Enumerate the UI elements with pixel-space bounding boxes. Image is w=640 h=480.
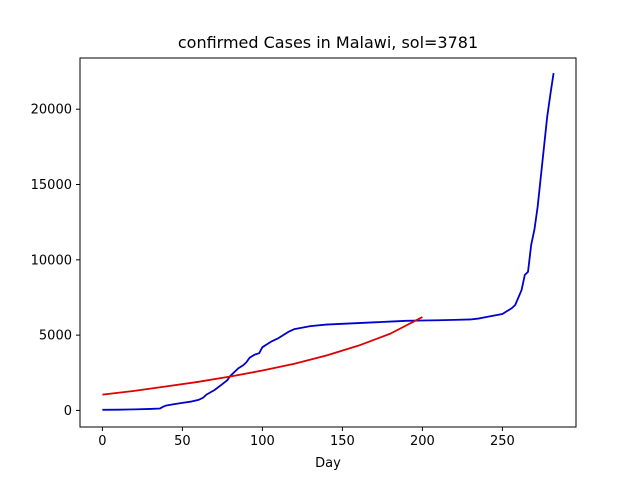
x-axis-label: Day [315, 456, 341, 471]
x-tick-label: 250 [490, 434, 515, 449]
y-tick-label: 20000 [31, 103, 72, 118]
x-axis: 0 50 100 150 200 250 [98, 427, 515, 449]
x-tick-label: 100 [250, 434, 275, 449]
series-line-1 [102, 72, 555, 411]
y-axis: 0 5000 10000 15000 20000 [31, 103, 80, 419]
y-tick-label: 5000 [39, 329, 72, 344]
x-tick-label: 0 [98, 434, 106, 449]
chart-title: confirmed Cases in Malawi, sol=3781 [178, 33, 478, 52]
y-tick-label: 10000 [31, 253, 72, 268]
x-tick-label: 150 [330, 434, 355, 449]
plot-area-frame [79, 57, 577, 428]
series-layer [102, 72, 555, 411]
series-line-2 [102, 316, 423, 396]
x-tick-label: 200 [410, 434, 435, 449]
y-tick-label: 15000 [31, 178, 72, 193]
x-tick-label: 50 [174, 434, 191, 449]
y-tick-label: 0 [64, 404, 72, 419]
